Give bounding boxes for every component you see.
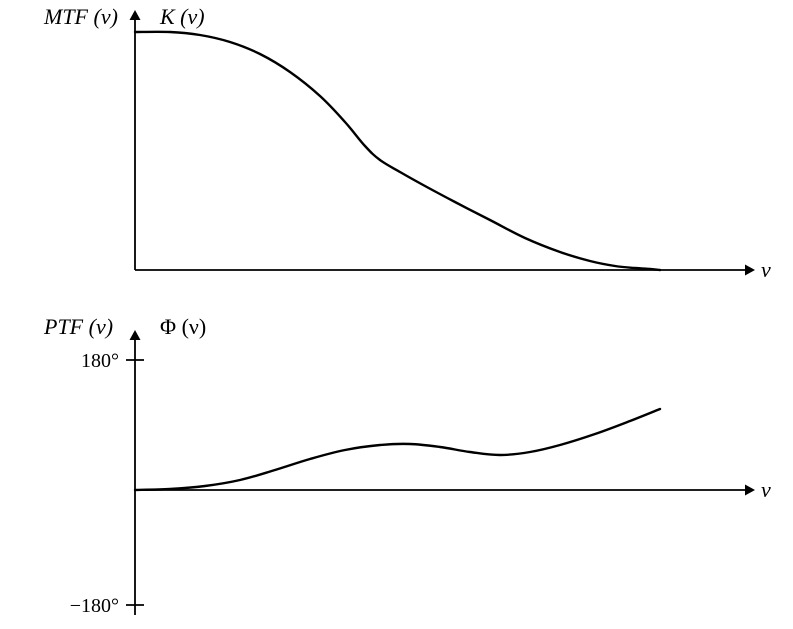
mtf-panel [135,18,747,270]
ptf-curve [135,409,660,490]
ptf-panel [126,338,747,615]
mtf-y-label-left: MTF (ν) [43,4,118,29]
ptf-y-label-left: PTF (ν) [43,314,113,339]
mtf-x-label: ν [761,257,771,282]
ptf-tick-label-neg180: −180° [70,595,119,617]
mtf-y-label-right: K (ν) [159,4,205,29]
ptf-tick-label-pos180: 180° [81,350,119,372]
mtf-curve [135,32,660,270]
ptf-x-label: ν [761,477,771,502]
ptf-y-label-right: Φ (ν) [160,314,206,339]
